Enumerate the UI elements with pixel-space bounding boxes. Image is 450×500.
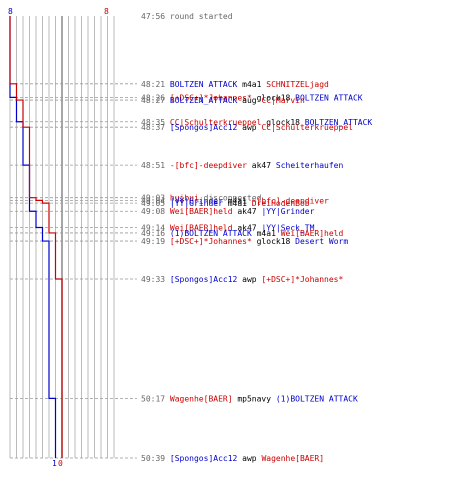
event-part: Wei[BAER]held xyxy=(170,207,233,216)
event-part: |YY|Seck_TM xyxy=(261,224,314,233)
event-time: 49:33 xyxy=(141,275,170,284)
event-part: Desert Worm xyxy=(295,237,348,246)
event-time: 48:51 xyxy=(141,161,170,170)
event-part: awp xyxy=(237,123,261,132)
event-part: awp xyxy=(237,275,261,284)
event-part: BOLTZEN_ATTACK xyxy=(170,96,238,105)
event-line: 48:35 CC|Schulterkrueppel glock18 BOLTZE… xyxy=(141,118,372,127)
event-part: Scheiterhaufen xyxy=(276,161,344,170)
event-part: m4a1 xyxy=(223,199,252,208)
event-log: 47:56 round started 48:21 BOLTZEN ATTACK … xyxy=(141,12,372,463)
event-time: 50:39 xyxy=(141,454,170,463)
event-part: [Spongos]Acc12 xyxy=(170,454,238,463)
event-time: 48:37 xyxy=(141,123,170,132)
event-time: 48:27 xyxy=(141,96,170,105)
event-line: 48:27 BOLTZEN_ATTACK aug CC|Marvin xyxy=(141,96,305,105)
event-part: CC|Marvin xyxy=(261,96,305,105)
event-part: CC|Schulterkrueppel xyxy=(261,123,353,132)
event-part: awp xyxy=(237,454,261,463)
event-part: [+DSC+]*Johannes* xyxy=(261,275,343,284)
event-line: 50:17 Wagenhe[BAER] mp5navy (1)BOLTZEN A… xyxy=(141,394,358,403)
event-time: 49:04 xyxy=(141,196,170,205)
event-line: 48:51 -[bfc]-deepdiver ak47 Scheiterhauf… xyxy=(141,161,343,170)
event-part: m4a1 xyxy=(223,196,252,205)
event-part: Wagenhe[BAER] xyxy=(170,394,233,403)
event-line: 48:21 BOLTZEN ATTACK m4a1 SCHNITZELjagd xyxy=(141,80,329,89)
event-part: -[bfc]-deepdiver xyxy=(252,196,329,205)
event-line: 49:19 [+DSC+]*Johannes* glock18 Desert W… xyxy=(141,237,348,246)
event-line: 47:56 round started xyxy=(141,12,233,21)
red-end-count: 0 xyxy=(58,459,63,468)
event-part: m4a1 xyxy=(237,80,266,89)
event-part: |YY|Grinder xyxy=(170,196,223,205)
event-line: 49:08 Wei[BAER]held ak47 |YY|Grinder xyxy=(141,207,315,216)
event-part: DreiHodenBob xyxy=(252,199,310,208)
event-part: glock18 xyxy=(252,93,295,102)
event-time: 47:56 xyxy=(141,12,170,21)
event-part: aug xyxy=(237,96,261,105)
event-part: SCHNITZELjagd xyxy=(266,80,329,89)
event-part: (1)BOLTZEN ATTACK xyxy=(170,229,252,238)
event-part: mp5navy xyxy=(233,394,276,403)
event-part: Wagenhe[BAER] xyxy=(261,454,324,463)
event-part: Wei[BAER]held xyxy=(281,229,344,238)
event-time: 49:08 xyxy=(141,207,170,216)
event-time: 48:21 xyxy=(141,80,170,89)
event-line: 48:37 [Spongos]Acc12 awp CC|Schulterkrue… xyxy=(141,123,353,132)
red-team-alive-line xyxy=(9,16,63,458)
event-part: BOLTZEN_ATTACK xyxy=(305,118,373,127)
event-line: 49:14 Wei[BAER]held ak47 |YY|Seck_TM xyxy=(141,224,315,233)
event-time: 48:35 xyxy=(141,118,170,127)
event-line: 49:16 (1)BOLTZEN ATTACK m4a1 Wei[BAER]he… xyxy=(141,229,344,238)
blue-start-count: 8 xyxy=(8,7,13,16)
event-part: round started xyxy=(170,12,233,21)
event-part: CC|Schulterkrueppel xyxy=(170,118,262,127)
event-part: ak47 xyxy=(247,161,276,170)
event-line: 49:03 huibui disconnected xyxy=(141,194,262,203)
event-line: 49:33 [Spongos]Acc12 awp [+DSC+]*Johanne… xyxy=(141,275,344,284)
event-time: 49:03 xyxy=(141,194,170,203)
event-part: |YY|Grinder xyxy=(261,207,314,216)
event-part: m4a1 xyxy=(252,229,281,238)
event-line: 49:04 |YY|Grinder m4a1 -[bfc]-deepdiver xyxy=(141,196,329,205)
event-part: huibui xyxy=(170,194,199,203)
event-part: -[bfc]-deepdiver xyxy=(170,161,247,170)
event-part: ak47 xyxy=(233,224,262,233)
event-time: 50:17 xyxy=(141,394,170,403)
event-part: BOLTZEN ATTACK xyxy=(170,80,238,89)
event-part: glock18 xyxy=(261,118,304,127)
event-time: 49:14 xyxy=(141,224,170,233)
event-part: ak47 xyxy=(233,207,262,216)
player-grid xyxy=(9,16,137,459)
event-part: [Spongos]Acc12 xyxy=(170,275,238,284)
event-part: glock18 xyxy=(252,237,295,246)
event-line: 48:26 [+DSC+]*Johannes* glock18 BOLTZEN … xyxy=(141,93,363,102)
event-time: 49:16 xyxy=(141,229,170,238)
event-line: 49:05 |YY|Grinder m4a1 DreiHodenBob xyxy=(141,199,310,208)
red-start-count: 8 xyxy=(104,7,109,16)
event-time: 49:19 xyxy=(141,237,170,246)
event-part: Wei[BAER]held xyxy=(170,224,233,233)
event-part: [+DSC+]*Johannes* xyxy=(170,93,252,102)
event-part: disconnected xyxy=(199,194,262,203)
event-part: [Spongos]Acc12 xyxy=(170,123,238,132)
event-part: [+DSC+]*Johannes* xyxy=(170,237,252,246)
event-part: |YY|Grinder xyxy=(170,199,223,208)
event-line: 50:39 [Spongos]Acc12 awp Wagenhe[BAER] xyxy=(141,454,324,463)
event-part: BOLTZEN ATTACK xyxy=(295,93,363,102)
blue-end-count: 1 xyxy=(52,459,57,468)
event-time: 48:26 xyxy=(141,93,170,102)
event-part: (1)BOLTZEN ATTACK xyxy=(276,394,358,403)
red-step-path xyxy=(9,16,63,458)
event-time: 49:05 xyxy=(141,199,170,208)
